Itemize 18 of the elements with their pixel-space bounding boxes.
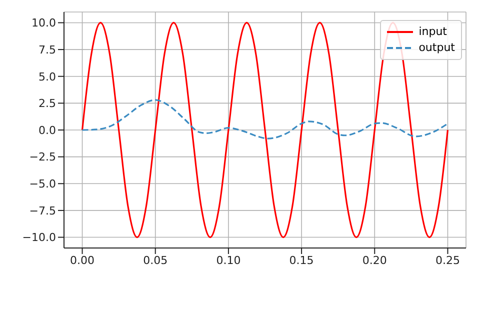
x-tick-label: 0.25 — [435, 254, 460, 267]
y-tick-label: 7.5 — [38, 43, 56, 56]
legend-label: output — [418, 40, 455, 56]
line-series — [81, 99, 449, 140]
legend-label: input — [418, 24, 447, 40]
y-tick-label: 10.0 — [32, 16, 56, 30]
y-tick-label: −10.0 — [22, 231, 56, 244]
y-tick-label: −7.5 — [29, 204, 56, 218]
x-tick-label: 0.05 — [143, 254, 168, 267]
y-tick-label: 5.0 — [38, 70, 56, 84]
y-tick-label: −5.0 — [29, 178, 56, 191]
x-tick-label: 0.10 — [216, 254, 241, 267]
y-tick-label: 2.5 — [38, 97, 56, 110]
x-tick-label: 0.20 — [362, 254, 387, 267]
y-tick-label: 0.0 — [38, 124, 56, 137]
x-tick-label: 0.15 — [289, 254, 314, 267]
y-tick-label: −2.5 — [29, 150, 56, 164]
x-tick-label: 0.00 — [70, 254, 95, 267]
